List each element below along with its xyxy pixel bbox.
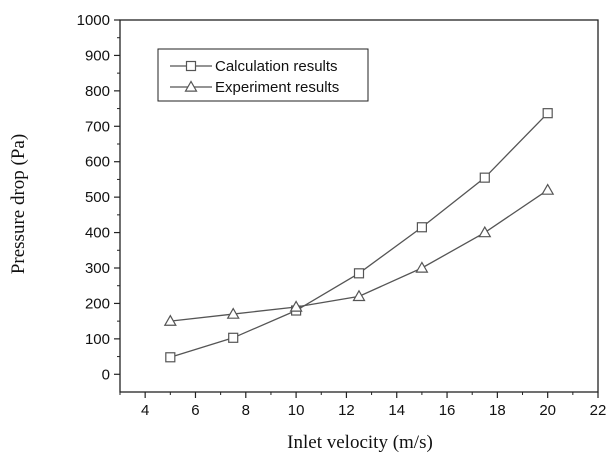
legend-item: Experiment results [170, 79, 339, 96]
series-point-triangle [226, 307, 240, 319]
series-point-square [185, 60, 197, 72]
legend-label: Experiment results [215, 79, 339, 96]
x-tick-label: 8 [242, 402, 250, 419]
y-axis: 0 100 200 300 400 500 600 700 800 900 1000 [77, 12, 120, 383]
y-tick-label: 900 [85, 47, 110, 64]
x-tick-label: 22 [590, 402, 607, 419]
series-layer [163, 108, 555, 363]
y-tick-label: 500 [85, 189, 110, 206]
series-point-triangle [415, 261, 429, 273]
y-tick-label: 400 [85, 225, 110, 242]
series-1 [165, 108, 553, 363]
series-point-square [353, 268, 365, 279]
series-point-triangle [478, 225, 492, 238]
series-2 [163, 183, 555, 326]
series-line [170, 112, 549, 358]
y-tick-label: 600 [85, 154, 110, 171]
x-tick-label: 18 [489, 402, 506, 419]
plot-frame [119, 19, 599, 393]
x-tick-label: 10 [288, 402, 305, 419]
series-point-triangle [352, 289, 366, 302]
x-tick-label: 4 [141, 402, 149, 419]
y-tick-label: 200 [85, 295, 110, 312]
y-tick-label: 700 [85, 118, 110, 135]
x-tick-label: 12 [338, 402, 355, 419]
legend-box [157, 48, 369, 102]
x-axis-title: Inlet velocity (m/s) [287, 432, 433, 453]
series-point-triangle [541, 183, 555, 195]
y-tick-label: 100 [85, 331, 110, 348]
series-point-square [542, 108, 553, 119]
series-point-square [228, 332, 239, 343]
y-tick-label: 800 [85, 83, 110, 100]
x-tick-label: 6 [191, 402, 199, 419]
legend: Calculation results Experiment results [157, 48, 369, 102]
series-point-square [479, 172, 490, 183]
series-point-square [165, 352, 176, 363]
series-point-triangle [163, 314, 177, 326]
legend-label: Calculation results [215, 58, 338, 75]
x-tick-label: 20 [539, 402, 556, 419]
y-tick-label: 300 [85, 260, 110, 277]
legend-item: Calculation results [170, 58, 338, 75]
series-point-square [416, 222, 427, 233]
y-tick-label: 0 [102, 366, 110, 383]
series-point-triangle [289, 300, 303, 312]
series-point-triangle [184, 80, 198, 92]
y-tick-label: 1000 [77, 12, 110, 29]
x-axis: 4 6 8 10 12 14 16 18 20 22 [119, 392, 607, 419]
series-line [170, 189, 549, 322]
x-tick-label: 14 [388, 402, 405, 419]
x-tick-label: 16 [439, 402, 456, 419]
y-axis-title: Pressure drop (Pa) [8, 134, 29, 274]
plot-border [119, 19, 599, 393]
